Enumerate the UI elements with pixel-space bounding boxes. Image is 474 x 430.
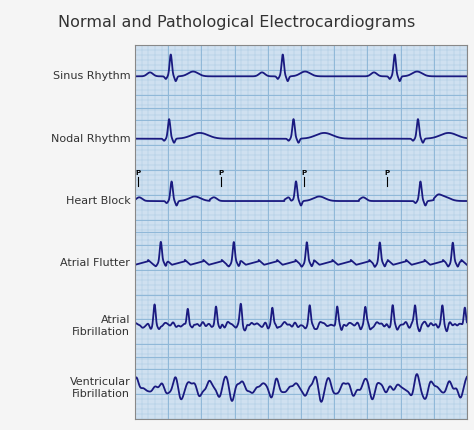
Text: Ventricular
Fibrillation: Ventricular Fibrillation [70, 377, 130, 399]
Text: Atrial
Fibrillation: Atrial Fibrillation [73, 315, 130, 337]
Text: P: P [219, 170, 224, 176]
Text: Nodal Rhythm: Nodal Rhythm [51, 134, 130, 144]
Text: Normal and Pathological Electrocardiograms: Normal and Pathological Electrocardiogra… [58, 15, 416, 30]
Text: Atrial Flutter: Atrial Flutter [61, 258, 130, 268]
Text: P: P [385, 170, 390, 176]
Text: Heart Block: Heart Block [65, 196, 130, 206]
Text: P: P [136, 170, 141, 176]
Text: Sinus Rhythm: Sinus Rhythm [53, 71, 130, 81]
Text: P: P [302, 170, 307, 176]
